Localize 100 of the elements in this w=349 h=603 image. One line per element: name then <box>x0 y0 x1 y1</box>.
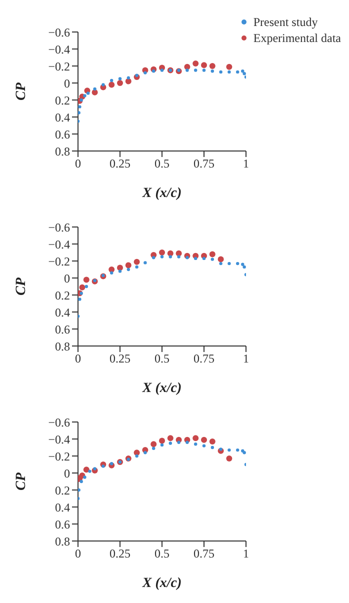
point <box>236 448 240 452</box>
point <box>209 438 216 445</box>
point <box>219 262 222 266</box>
point <box>202 68 206 72</box>
point <box>144 261 147 264</box>
point <box>201 436 207 443</box>
y-tick-label: 0.2 <box>55 93 70 108</box>
y-tick-label: 0.6 <box>55 127 70 142</box>
point <box>202 444 206 448</box>
point <box>144 71 147 74</box>
point <box>186 68 189 72</box>
point <box>152 446 156 450</box>
point <box>144 451 147 454</box>
point <box>194 68 198 72</box>
y-tick-label: 0.4 <box>55 110 70 124</box>
point <box>219 70 222 74</box>
point <box>93 467 96 470</box>
point <box>78 105 82 108</box>
y-tick-label: −0.6 <box>48 25 70 40</box>
x-tick-label: 1 <box>243 546 249 561</box>
point <box>110 78 114 82</box>
x-tick-label: 0 <box>75 546 81 561</box>
point <box>150 441 157 448</box>
point <box>226 456 232 462</box>
point <box>228 262 231 266</box>
x-tick-label: 0.75 <box>194 546 214 561</box>
y-tick-label: 0 <box>64 271 70 286</box>
point <box>219 448 222 451</box>
y-axis-title: CP <box>14 82 29 100</box>
point <box>236 262 240 266</box>
point <box>159 438 165 444</box>
y-tick-label: −0.4 <box>48 237 70 252</box>
y-tick-label: −0.4 <box>48 432 70 446</box>
x-tick-label: 0.75 <box>194 352 214 366</box>
point <box>242 72 246 76</box>
point <box>168 255 172 258</box>
x-tick-label: 1 <box>243 352 249 366</box>
y-tick-label: −0.6 <box>48 415 70 430</box>
y-tick-label: 0.4 <box>55 500 70 514</box>
x-tick-label: 0.75 <box>194 156 214 171</box>
point <box>80 480 83 484</box>
y-tick-label: 0.6 <box>55 322 70 336</box>
legend-label: Experimental data <box>253 30 341 46</box>
point <box>118 77 122 80</box>
point <box>126 268 130 272</box>
point <box>167 250 174 256</box>
point <box>177 68 180 72</box>
point <box>228 448 231 452</box>
point <box>125 262 132 268</box>
point <box>160 68 164 72</box>
point <box>83 476 86 479</box>
point <box>210 446 214 450</box>
point <box>186 256 189 260</box>
point <box>210 70 214 73</box>
point <box>118 270 122 273</box>
point <box>110 462 114 466</box>
point <box>160 443 164 447</box>
x-tick-label: 0.5 <box>154 546 170 561</box>
y-tick-label: 0.8 <box>55 534 70 548</box>
x-tick-label: 0 <box>75 352 81 366</box>
y-tick-label: −0.6 <box>48 220 70 234</box>
point <box>242 451 246 454</box>
point <box>241 70 244 73</box>
point <box>108 82 115 88</box>
y-tick-label: 0.8 <box>55 339 70 354</box>
point <box>88 470 92 473</box>
point <box>186 440 189 444</box>
point <box>78 298 82 301</box>
y-tick-label: −0.2 <box>48 254 70 268</box>
point <box>126 76 130 80</box>
point <box>210 258 214 261</box>
point <box>102 464 105 468</box>
legend-label: Present study <box>253 14 318 30</box>
x-axis-title: X (x/c) <box>141 186 182 201</box>
point <box>83 276 90 283</box>
point <box>134 258 140 265</box>
point <box>152 70 156 73</box>
point <box>135 454 138 458</box>
x-tick-label: 1 <box>243 156 249 171</box>
point <box>177 255 180 258</box>
point <box>102 83 105 86</box>
x-tick-label: 0.25 <box>110 352 130 366</box>
y-tick-label: 0.2 <box>55 288 70 302</box>
point <box>108 266 115 272</box>
y-tick-label: 0.2 <box>55 483 70 498</box>
point <box>228 70 231 74</box>
point <box>110 271 114 274</box>
point <box>201 62 207 68</box>
point <box>192 60 199 66</box>
point <box>86 92 90 95</box>
point <box>177 440 180 444</box>
point <box>241 262 244 266</box>
point <box>93 87 96 91</box>
y-tick-label: −0.2 <box>48 449 70 464</box>
point <box>194 256 198 260</box>
point <box>152 256 156 260</box>
x-tick-label: 0.5 <box>154 156 170 171</box>
y-tick-label: −0.2 <box>48 59 70 74</box>
y-tick-label: 0 <box>64 466 70 480</box>
y-axis-title: CP <box>14 472 29 490</box>
